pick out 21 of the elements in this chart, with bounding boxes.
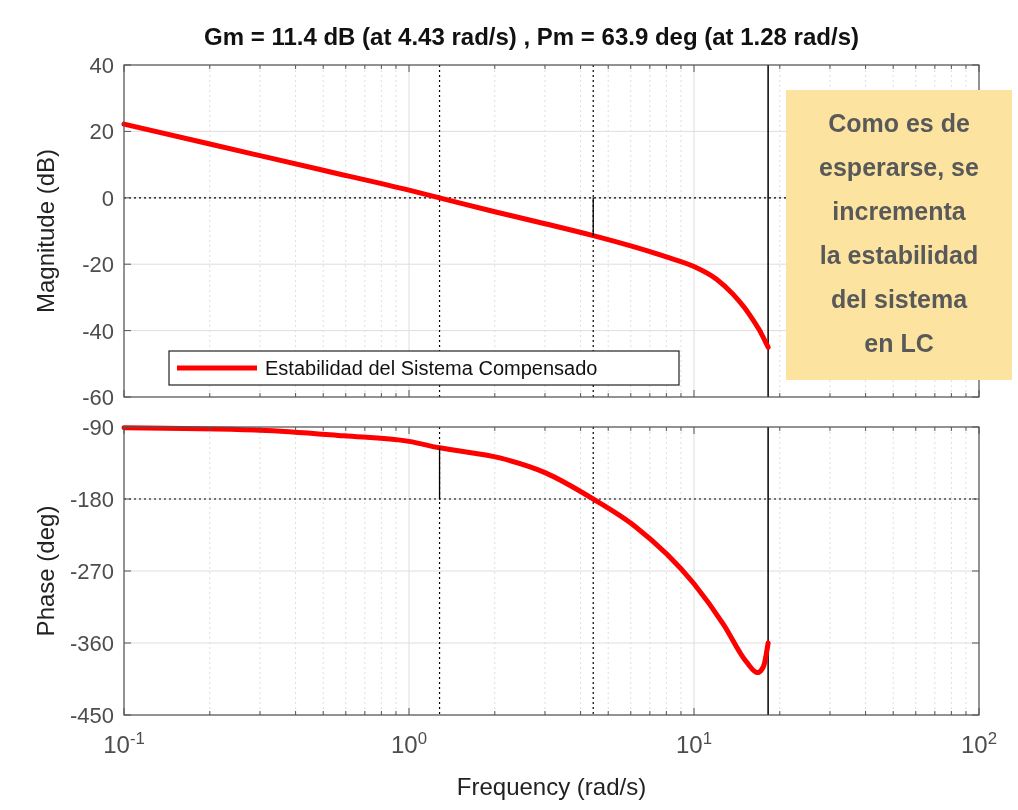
y-tick-label: 40 xyxy=(89,53,114,78)
y-tick-label: 20 xyxy=(89,119,114,145)
x-tick-label: 10$^{0}$ xyxy=(390,728,428,758)
chart-title: Gm = 11.4 dB (at 4.43 rad/s) , Pm = 63.9 deg (at 1.28 rad/s) xyxy=(204,23,859,50)
y-tick-label: -40 xyxy=(82,318,114,344)
y-tick-label: -270 xyxy=(69,559,114,584)
legend-label: Estabilidad del Sistema Compensado xyxy=(265,357,598,379)
x-tick-label: 10$^{2}$ xyxy=(960,728,998,758)
y-tick-label: 0 xyxy=(101,185,114,211)
y-tick-label: -360 xyxy=(69,631,114,656)
y-axis-title: Magnitude (dB) xyxy=(32,148,59,314)
y-axis-title: Phase (deg) xyxy=(32,505,59,637)
x-tick-label: 10$^{-1}$ xyxy=(103,728,145,758)
x-axis-title: Frequency (rad/s) xyxy=(456,773,647,800)
y-tick-label: -180 xyxy=(69,487,114,512)
annotation: Como es de esperarse, se incrementa la estabilidad del sistema en LC xyxy=(819,109,980,357)
x-tick-label: 10$^{1}$ xyxy=(675,728,713,758)
y-tick-label: -90 xyxy=(82,415,114,440)
y-tick-label: -450 xyxy=(69,703,114,728)
y-tick-label: -60 xyxy=(82,385,114,410)
y-tick-label: -20 xyxy=(82,252,114,278)
